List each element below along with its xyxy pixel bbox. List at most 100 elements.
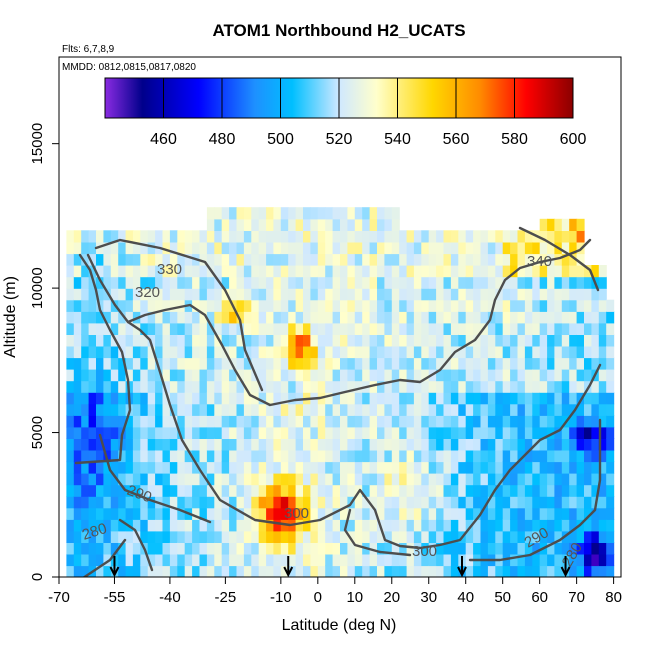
heatmap-cell — [584, 392, 592, 405]
heatmap-cell — [169, 241, 178, 255]
heatmap-cell — [184, 565, 193, 577]
heatmap-cell — [258, 357, 267, 370]
heatmap-cell — [547, 299, 556, 312]
heatmap-cell — [510, 334, 519, 347]
heatmap-cell — [332, 334, 341, 347]
heatmap-cell — [110, 253, 119, 266]
heatmap-cell — [532, 449, 541, 463]
heatmap-cell — [502, 542, 511, 555]
heatmap-cell — [162, 484, 171, 497]
heatmap-cell — [81, 565, 90, 577]
heatmap-cell — [399, 449, 408, 463]
heatmap-cell — [266, 357, 275, 370]
heatmap-cell — [140, 380, 149, 393]
heatmap-cell — [325, 311, 334, 324]
heatmap-cell — [280, 530, 289, 543]
heatmap-cell — [280, 345, 289, 359]
heatmap-cell — [310, 230, 319, 243]
heatmap-cell — [288, 265, 297, 278]
heatmap-cell — [524, 334, 533, 347]
heatmap-cell — [110, 392, 119, 405]
heatmap-cell — [428, 253, 437, 266]
heatmap-cell — [576, 415, 585, 428]
heatmap-cell — [377, 449, 385, 463]
heatmap-cell — [317, 207, 326, 220]
heatmap-cell — [88, 392, 97, 405]
heatmap-cell — [547, 357, 556, 370]
heatmap-cell — [539, 473, 548, 486]
heatmap-cell — [480, 426, 489, 439]
heatmap-cell — [495, 449, 504, 463]
heatmap-cell — [443, 322, 452, 335]
heatmap-cell — [510, 565, 519, 577]
heatmap-cell — [480, 369, 489, 382]
heatmap-cell — [569, 473, 578, 486]
heatmap-cell — [96, 369, 104, 382]
heatmap-cell — [532, 311, 541, 324]
heatmap-cell — [73, 530, 82, 543]
heatmap-cell — [443, 357, 452, 370]
heatmap-cell — [584, 345, 592, 359]
heatmap-cell — [73, 496, 82, 509]
heatmap-cell — [443, 426, 452, 439]
heatmap-cell — [110, 322, 119, 335]
heatmap-cell — [103, 241, 112, 255]
heatmap-cell — [103, 311, 112, 324]
heatmap-cell — [391, 496, 400, 509]
heatmap-cell — [214, 288, 223, 301]
heatmap-cell — [229, 565, 238, 577]
heatmap-cell — [473, 403, 482, 416]
heatmap-cell — [340, 265, 348, 278]
heatmap-cell — [598, 276, 607, 289]
heatmap-cell — [406, 276, 415, 289]
heatmap-cell — [369, 369, 378, 382]
heatmap-cell — [347, 461, 356, 474]
heatmap-cell — [243, 449, 252, 463]
heatmap-cell — [332, 345, 341, 359]
heatmap-cell — [480, 403, 489, 416]
heatmap-cell — [280, 403, 289, 416]
heatmap-cell — [258, 438, 267, 451]
heatmap-cell — [554, 265, 563, 278]
heatmap-cell — [413, 415, 422, 428]
heatmap-cell — [199, 484, 208, 497]
heatmap-cell — [502, 473, 511, 486]
heatmap-cell — [547, 403, 556, 416]
heatmap-cell — [229, 253, 238, 266]
heatmap-cell — [465, 299, 474, 312]
heatmap-cell — [340, 530, 348, 543]
heatmap-cell — [266, 218, 275, 231]
heatmap-cell — [295, 496, 304, 509]
heatmap-cell — [214, 438, 223, 451]
heatmap-cell — [502, 507, 511, 520]
heatmap-cell — [251, 322, 260, 335]
heatmap-cell — [288, 461, 297, 474]
heatmap-cell — [118, 369, 127, 382]
heatmap-cell — [473, 519, 482, 532]
heatmap-cell — [569, 230, 578, 243]
heatmap-cell — [606, 553, 615, 567]
heatmap-cell — [391, 345, 400, 359]
heatmap-cell — [606, 449, 615, 463]
heatmap-cell — [266, 207, 275, 220]
heatmap-cell — [532, 461, 541, 474]
heatmap-cell — [236, 426, 245, 439]
heatmap-cell — [340, 565, 348, 577]
heatmap-cell — [103, 357, 112, 370]
heatmap-cell — [177, 403, 186, 416]
heatmap-cell — [192, 230, 201, 243]
heatmap-cell — [266, 519, 275, 532]
heatmap-cell — [310, 345, 319, 359]
heatmap-cell — [443, 299, 452, 312]
heatmap-cell — [66, 392, 75, 405]
heatmap-cell — [192, 553, 201, 567]
heatmap-cell — [243, 553, 252, 567]
heatmap-cell — [487, 426, 496, 439]
heatmap-cell — [243, 507, 252, 520]
heatmap-cell — [192, 288, 201, 301]
heatmap-cell — [547, 334, 556, 347]
heatmap-cell — [266, 345, 275, 359]
heatmap-cell — [584, 565, 592, 577]
heatmap-cell — [266, 392, 275, 405]
heatmap-cell — [369, 345, 378, 359]
